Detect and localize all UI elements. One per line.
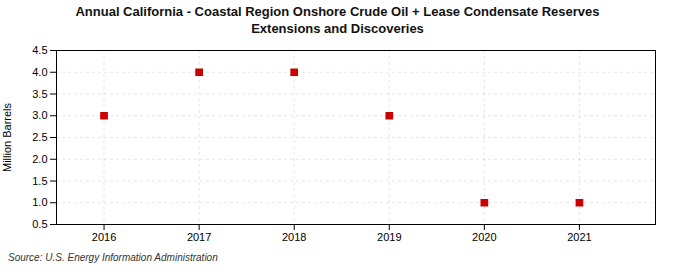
svg-text:2021: 2021 (567, 231, 591, 243)
svg-text:3.0: 3.0 (32, 109, 47, 121)
svg-text:2.0: 2.0 (32, 153, 47, 165)
svg-text:2018: 2018 (282, 231, 306, 243)
svg-text:2.5: 2.5 (32, 131, 47, 143)
svg-text:3.5: 3.5 (32, 87, 47, 99)
svg-text:2019: 2019 (377, 231, 401, 243)
svg-text:4.5: 4.5 (32, 44, 47, 56)
svg-text:Million Barrels: Million Barrels (1, 102, 13, 172)
svg-text:4.0: 4.0 (32, 66, 47, 78)
html-text:Annual California - Coastal Re: Annual California - Coastal Region Onsho… (75, 4, 600, 19)
svg-text:2020: 2020 (472, 231, 496, 243)
html-text:Extensions and Discoveries: Extensions and Discoveries (251, 20, 424, 36)
svg-text:1.0: 1.0 (32, 196, 47, 208)
svg-text:2016: 2016 (92, 231, 116, 243)
svg-text:1.5: 1.5 (32, 174, 47, 186)
html-text:Source: U.S. Energy Informatio: Source: U.S. Energy Information Administ… (8, 251, 218, 263)
svg-text:2017: 2017 (187, 231, 211, 243)
svg-text:0.5: 0.5 (32, 218, 47, 230)
